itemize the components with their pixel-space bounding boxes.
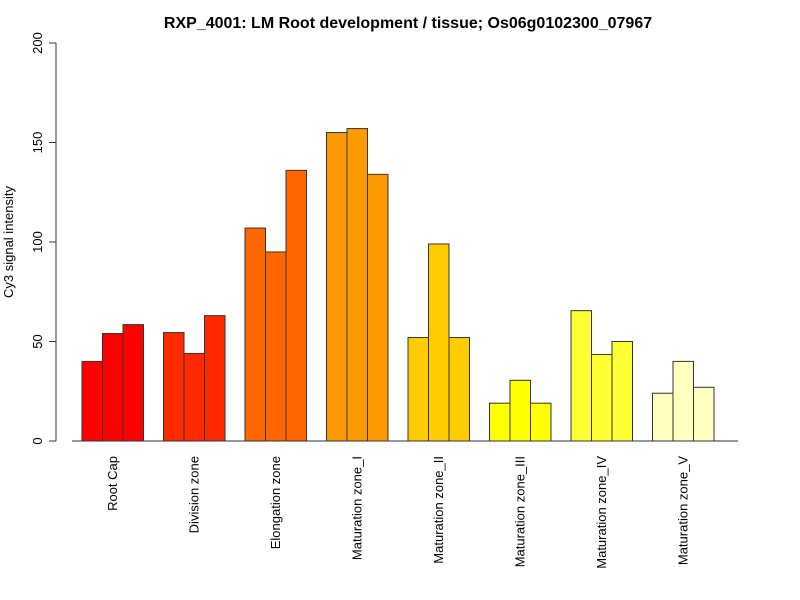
x-axis-labels: Root Cap Division zone Elongation zone Matu… bbox=[105, 456, 691, 569]
x-tick-label: Maturation zone_V bbox=[675, 456, 690, 565]
x-tick-label: Elongation zone bbox=[268, 456, 283, 549]
y-axis: 0 50 100 150 200 bbox=[30, 32, 57, 445]
bar bbox=[591, 353, 613, 442]
bar bbox=[326, 132, 348, 442]
x-tick-label: Maturation zone_II bbox=[431, 456, 446, 564]
bar bbox=[428, 243, 450, 442]
bar bbox=[367, 173, 389, 442]
y-axis-label: Cy3 signal intensity bbox=[1, 186, 16, 298]
chart-title: RXP_4001: LM Root development / tissue; … bbox=[164, 15, 652, 32]
bar bbox=[652, 392, 674, 442]
bar bbox=[163, 332, 185, 442]
y-tick-label: 200 bbox=[30, 32, 45, 54]
bar bbox=[265, 251, 287, 442]
x-tick-label: Maturation zone_IV bbox=[594, 456, 609, 569]
bar bbox=[611, 341, 633, 442]
x-tick-label: Division zone bbox=[186, 456, 201, 533]
bar bbox=[489, 402, 511, 442]
bar bbox=[570, 310, 592, 442]
bars bbox=[81, 128, 715, 442]
bar bbox=[204, 315, 226, 442]
bar bbox=[672, 360, 694, 442]
x-tick-label: Maturation zone_III bbox=[512, 456, 527, 567]
bar bbox=[530, 402, 552, 442]
x-tick-label: Maturation zone_I bbox=[349, 456, 364, 560]
bar bbox=[509, 379, 531, 442]
bar bbox=[693, 386, 715, 442]
y-tick-label: 100 bbox=[30, 231, 45, 253]
bar bbox=[448, 337, 470, 442]
bar bbox=[122, 324, 144, 442]
bar bbox=[407, 337, 429, 442]
y-tick-label: 0 bbox=[30, 437, 45, 444]
y-tick-label: 50 bbox=[30, 334, 45, 348]
x-tick-label: Root Cap bbox=[105, 456, 120, 511]
y-tick-label: 150 bbox=[30, 132, 45, 154]
bar bbox=[346, 128, 368, 442]
bar bbox=[244, 227, 266, 442]
bar bbox=[81, 360, 103, 442]
bar bbox=[102, 333, 124, 442]
bar bbox=[285, 169, 307, 442]
bar bbox=[183, 352, 205, 442]
